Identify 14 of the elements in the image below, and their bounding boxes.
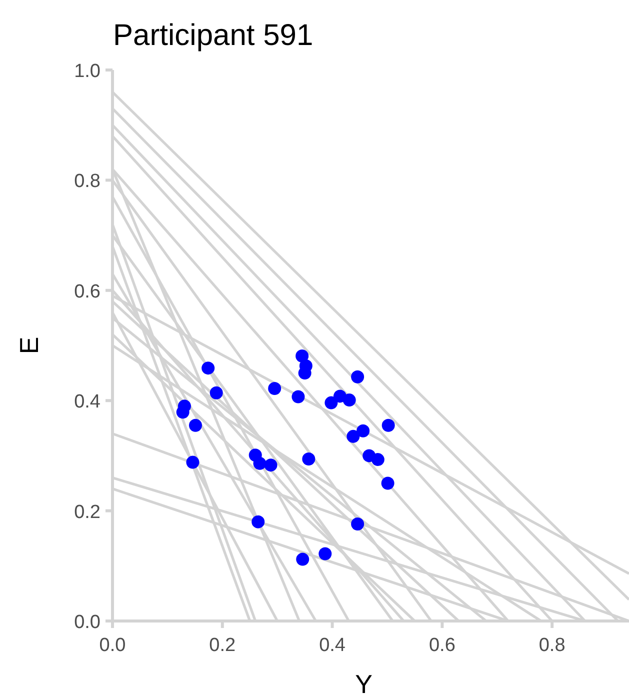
x-tick-label: 0.2 xyxy=(209,635,236,656)
y-tick-label: 0.6 xyxy=(74,281,100,302)
x-tick-label: 0.8 xyxy=(538,635,566,656)
y-tick-label: 0.0 xyxy=(74,612,100,633)
y-tick-label: 0.4 xyxy=(74,392,101,413)
x-tick-label: 0.6 xyxy=(428,635,456,656)
x-tick-label: 0.4 xyxy=(319,635,346,656)
x-axis-title: Y xyxy=(355,669,372,699)
y-tick-label: 0.8 xyxy=(74,171,100,192)
chart-title: Participant 591 xyxy=(113,19,314,52)
y-axis-title: E xyxy=(14,336,44,354)
y-tick-label: 0.2 xyxy=(74,502,100,523)
x-tick-label: 0.0 xyxy=(99,635,126,656)
y-tick-label: 1.0 xyxy=(74,61,100,82)
